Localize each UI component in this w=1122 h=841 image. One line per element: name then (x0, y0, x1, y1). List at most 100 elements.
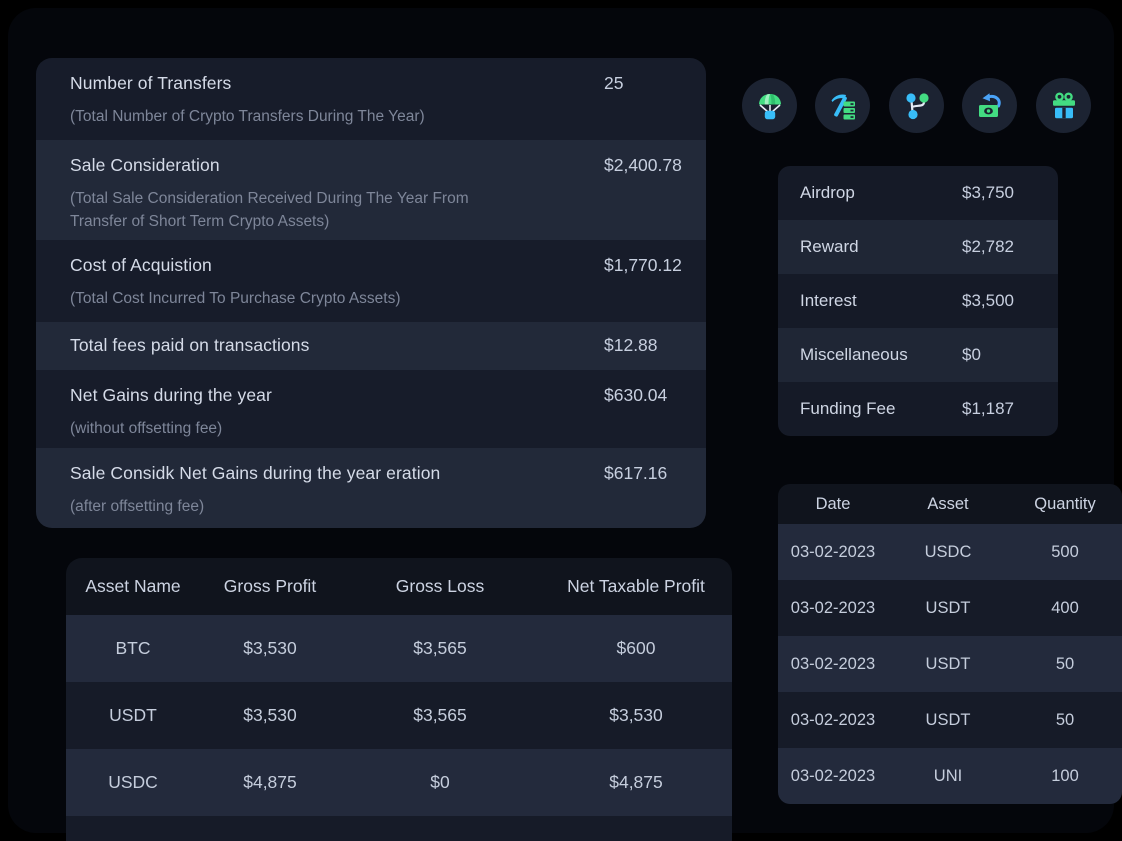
txn-date: 03-02-2023 (790, 598, 876, 617)
column-header-gross-profit: Gross Profit (223, 576, 317, 596)
gift-icon (1048, 90, 1080, 122)
airdrop-button[interactable] (742, 78, 797, 133)
summary-sublabel: (without offsetting fee) (70, 420, 223, 437)
summary-row-cost-acquisition: Cost of Acquistion $1,770.12 (Total Cost… (36, 240, 706, 322)
income-row-miscellaneous: Miscellaneous $0 (778, 328, 1058, 382)
summary-sublabel: (Total Cost Incurred To Purchase Crypto … (70, 290, 401, 307)
summary-row-net-gains: Net Gains during the year $630.04 (witho… (36, 370, 706, 448)
income-table: Airdrop $3,750 Reward $2,782 Interest $3… (778, 166, 1058, 436)
gross-profit: $3,530 (243, 638, 297, 658)
column-header-asset: Asset (927, 494, 969, 513)
income-value: $3,750 (962, 183, 1014, 202)
income-value: $1,187 (962, 399, 1014, 418)
summary-value: $12.88 (604, 335, 658, 355)
net-taxable-profit: $3,530 (609, 705, 663, 725)
transaction-row: 03-02-2023 USDT 50 (778, 636, 1122, 692)
summary-row-net-gains-after-fee: Sale Considk Net Gains during the year e… (36, 448, 706, 528)
txn-asset: USDC (924, 542, 972, 561)
column-header-asset-name: Asset Name (85, 576, 181, 596)
gross-profit: $4,875 (243, 772, 297, 792)
txn-date: 03-02-2023 (790, 766, 876, 785)
asset-profit-table: Asset Name Gross Profit Gross Loss Net T… (66, 558, 732, 841)
airdrop-icon (754, 90, 786, 122)
summary-value: $1,770.12 (604, 255, 682, 275)
gross-loss: $3,565 (413, 638, 467, 658)
income-label: Miscellaneous (800, 345, 908, 364)
transaction-row: 03-02-2023 USDC 500 (778, 524, 1122, 580)
txn-quantity: 100 (1051, 766, 1079, 785)
fork-button[interactable] (889, 78, 944, 133)
profit-row: USDT $3,530 $3,565 $3,530 (66, 682, 732, 749)
income-label: Interest (800, 291, 857, 310)
txn-quantity: 50 (1055, 654, 1075, 673)
summary-label: Number of Transfers (70, 73, 232, 93)
gross-loss: $0 (430, 772, 450, 792)
net-taxable-profit: $600 (616, 638, 656, 658)
income-row-reward: Reward $2,782 (778, 220, 1058, 274)
gross-loss: $0 (340, 839, 540, 841)
gross-loss: $3,565 (413, 705, 467, 725)
summary-sublabel: (Total Sale Consideration Received Durin… (70, 190, 469, 231)
income-row-funding-fee: Funding Fee $1,187 (778, 382, 1058, 436)
income-label: Airdrop (800, 183, 855, 202)
txn-asset: UNI (933, 766, 963, 785)
profit-row: BTC $3,530 $3,565 $600 (66, 615, 732, 682)
transaction-row: 03-02-2023 UNI 100 (778, 748, 1122, 804)
txn-date: 03-02-2023 (790, 710, 876, 729)
asset-name: USDT (109, 705, 157, 725)
transactions-header: Date Asset Quantity (778, 484, 1122, 524)
summary-value: $630.04 (604, 385, 668, 405)
summary-label: Sale Considk Net Gains during the year e… (70, 463, 441, 483)
income-value: $2,782 (962, 237, 1014, 256)
txn-date: 03-02-2023 (790, 654, 876, 673)
mining-icon (827, 90, 859, 122)
asset-name: USDC (108, 772, 158, 792)
column-header-gross-loss: Gross Loss (395, 576, 485, 596)
profit-table-header: Asset Name Gross Profit Gross Loss Net T… (66, 558, 732, 615)
income-value: $3,500 (962, 291, 1014, 310)
summary-value: 25 (604, 73, 624, 93)
gift-button[interactable] (1036, 78, 1091, 133)
transactions-table: Date Asset Quantity 03-02-2023 USDC 500 … (778, 484, 1122, 804)
summary-label: Total fees paid on transactions (70, 335, 310, 355)
txn-date: 03-02-2023 (790, 542, 876, 561)
cashback-icon (973, 89, 1007, 123)
profit-row: UNI $2,000 $0 $2,000 (66, 816, 732, 841)
income-label: Funding Fee (800, 399, 896, 418)
income-row-airdrop: Airdrop $3,750 (778, 166, 1058, 220)
net-taxable-profit: $4,875 (609, 772, 663, 792)
summary-row-sale-consideration: Sale Consideration $2,400.78 (Total Sale… (36, 140, 706, 240)
summary-row-transfers: Number of Transfers 25 (Total Number of … (36, 58, 706, 140)
column-header-quantity: Quantity (1034, 494, 1096, 513)
gross-profit: $2,000 (200, 839, 340, 841)
net-taxable-profit: $2,000 (540, 839, 732, 841)
summary-label: Net Gains during the year (70, 385, 272, 405)
tax-summary-panel: Number of Transfers 25 (Total Number of … (36, 58, 706, 528)
txn-asset: USDT (925, 710, 971, 729)
cashback-button[interactable] (962, 78, 1017, 133)
summary-sublabel: (after offsetting fee) (70, 498, 205, 515)
summary-value: $617.16 (604, 463, 668, 483)
summary-sublabel: (Total Number of Crypto Transfers During… (70, 108, 425, 125)
column-header-date: Date (815, 494, 851, 513)
asset-name: UNI (66, 839, 200, 841)
income-value: $0 (962, 345, 981, 364)
mining-button[interactable] (815, 78, 870, 133)
income-label: Reward (800, 237, 859, 256)
txn-quantity: 500 (1051, 542, 1079, 561)
summary-row-total-fees: Total fees paid on transactions $12.88 (36, 322, 706, 370)
profit-row: USDC $4,875 $0 $4,875 (66, 749, 732, 816)
txn-quantity: 50 (1055, 710, 1075, 729)
summary-label: Sale Consideration (70, 155, 220, 175)
transaction-row: 03-02-2023 USDT 400 (778, 580, 1122, 636)
summary-label: Cost of Acquistion (70, 255, 212, 275)
fork-icon (901, 90, 933, 122)
transaction-row: 03-02-2023 USDT 50 (778, 692, 1122, 748)
income-row-interest: Interest $3,500 (778, 274, 1058, 328)
summary-value: $2,400.78 (604, 155, 682, 175)
asset-name: BTC (115, 638, 151, 658)
txn-quantity: 400 (1051, 598, 1079, 617)
column-header-net-taxable-profit: Net Taxable Profit (567, 576, 705, 596)
txn-asset: USDT (925, 654, 971, 673)
